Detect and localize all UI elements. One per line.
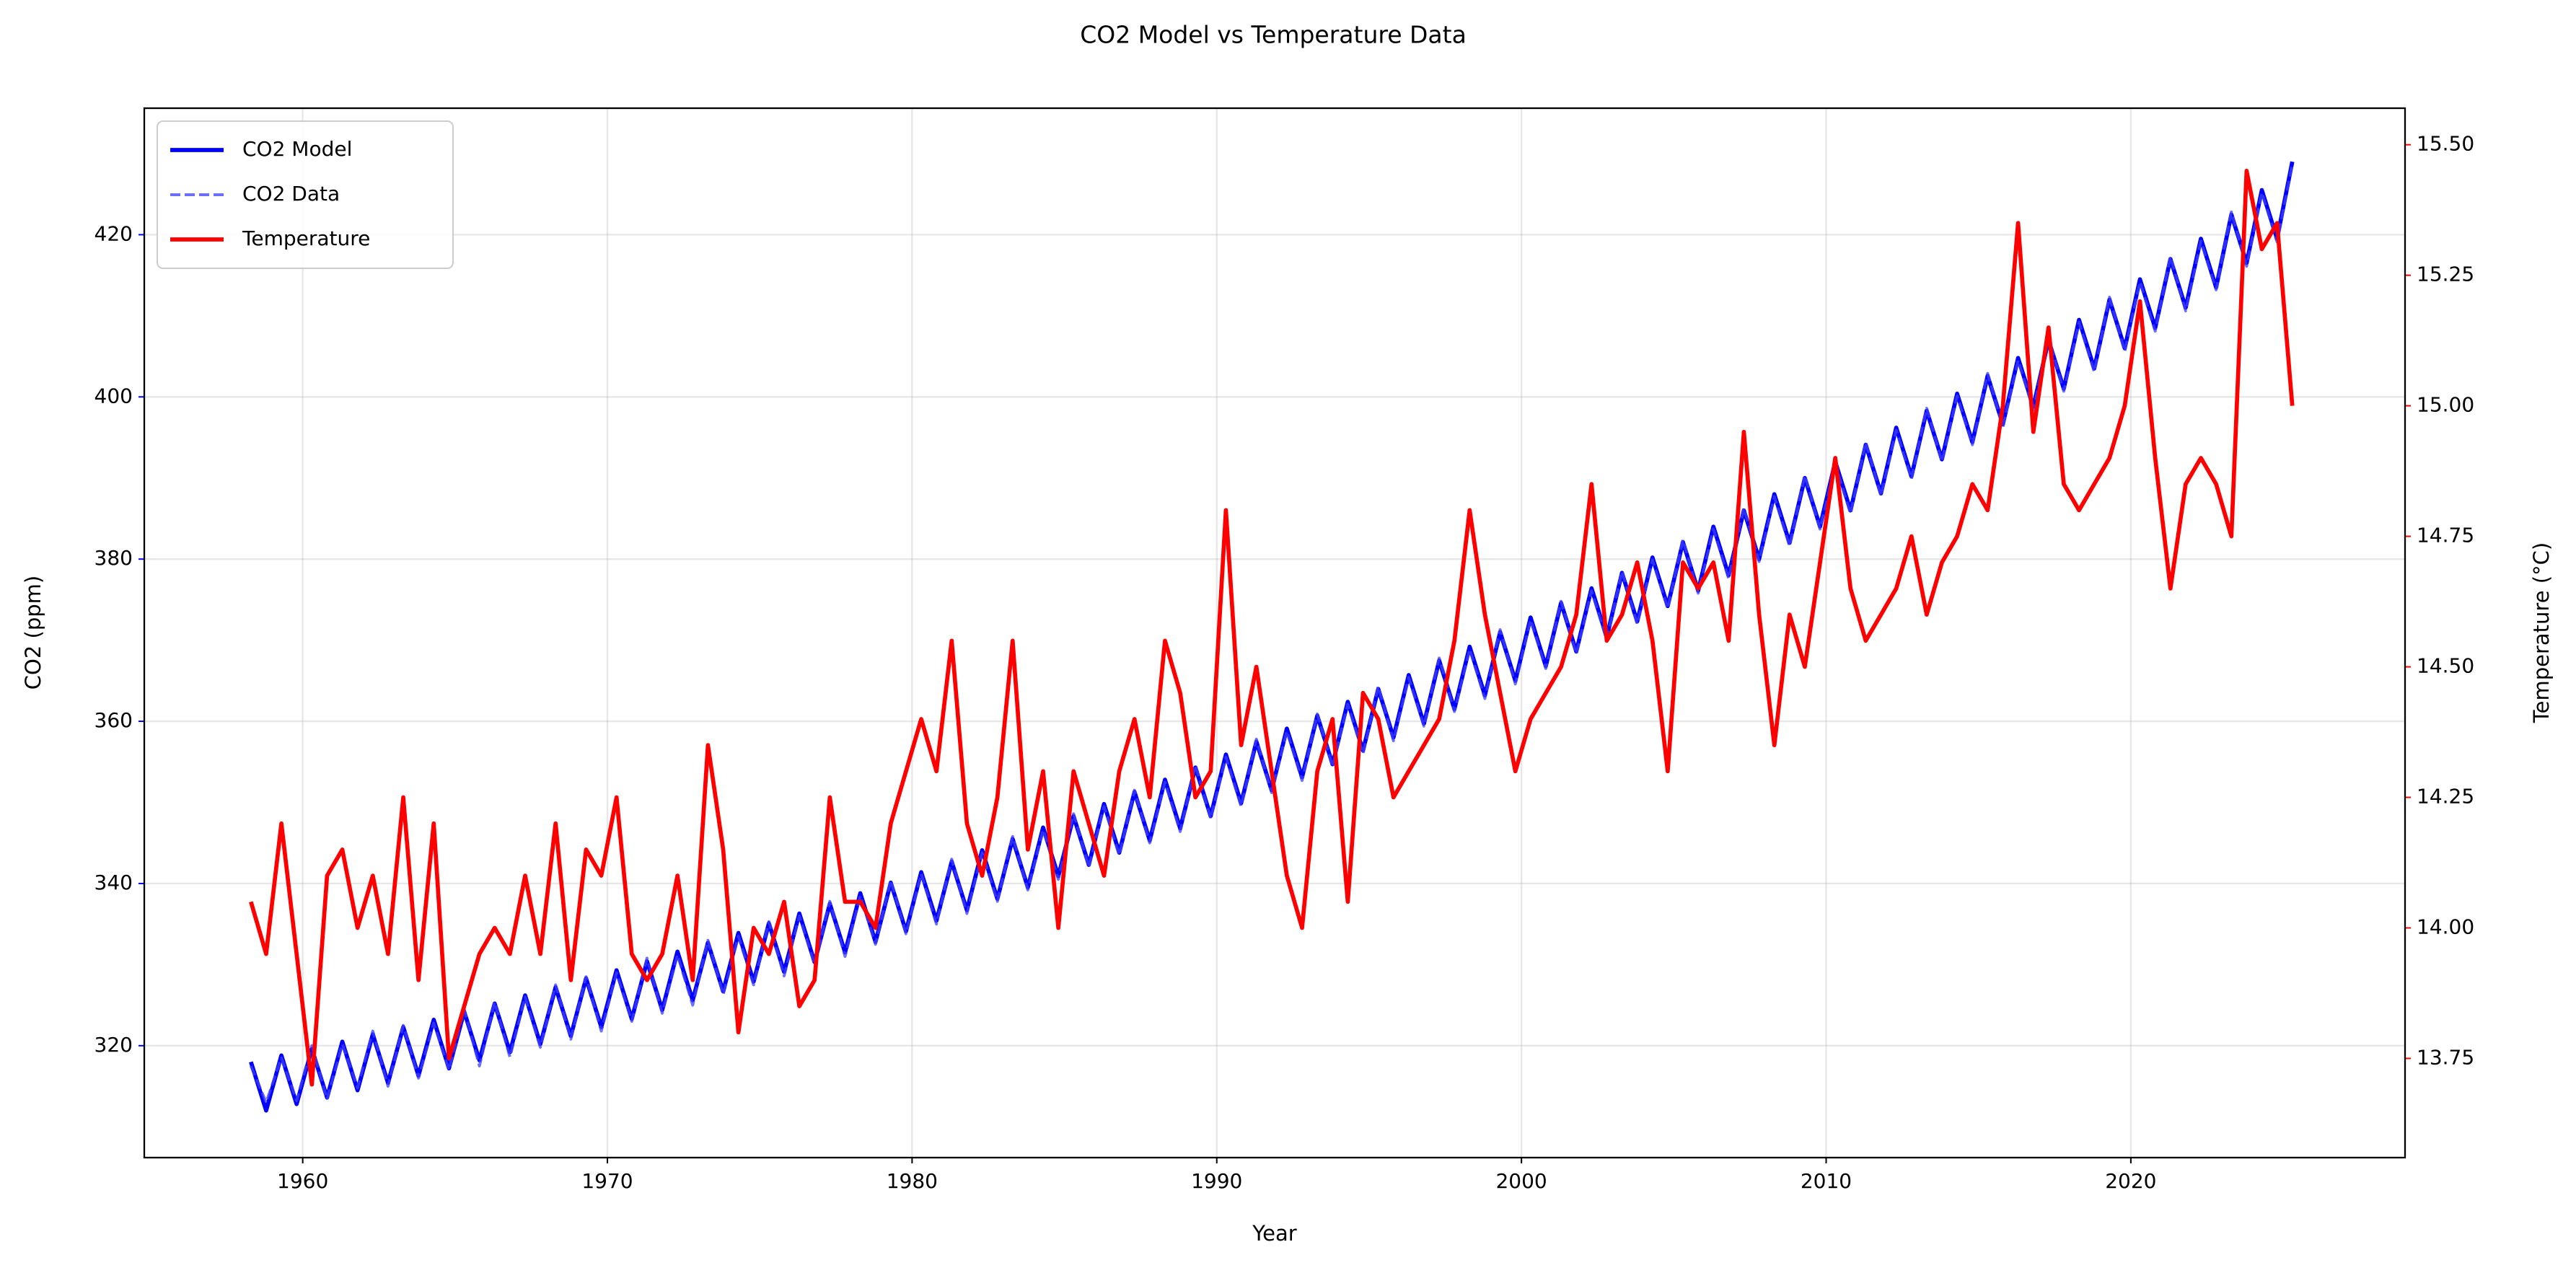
y-tick-label: 400 <box>94 384 133 408</box>
y2-tick-label: 14.50 <box>2417 654 2474 678</box>
x-tick-label: 2010 <box>1801 1169 1852 1193</box>
y-tick-label: 420 <box>94 221 133 245</box>
y2-tick-label: 14.00 <box>2417 915 2474 938</box>
y2-axis-label: Temperature (°C) <box>2529 542 2554 723</box>
series-line <box>249 161 2295 1113</box>
legend-label: Temperature <box>242 226 370 250</box>
x-tick-label: 1980 <box>887 1169 938 1193</box>
y2-tick-label: 14.25 <box>2417 785 2474 809</box>
x-tick-label: 2000 <box>1495 1169 1547 1193</box>
plot-frame <box>143 107 2406 1159</box>
y-tick-label: 360 <box>94 708 133 732</box>
y2-tick-label: 15.25 <box>2417 263 2474 286</box>
x-tick-label: 1960 <box>277 1169 328 1193</box>
y-tick-label: 320 <box>94 1033 133 1057</box>
chart-title: CO2 Model vs Temperature Data <box>1080 21 1467 49</box>
y-tick-label: 340 <box>94 871 133 894</box>
y-axis-label: CO2 (ppm) <box>21 576 45 690</box>
y2-tick-label: 15.00 <box>2417 393 2474 417</box>
legend-label: CO2 Model <box>242 137 352 161</box>
x-tick-label: 1970 <box>581 1169 633 1193</box>
y2-tick-label: 14.75 <box>2417 524 2474 547</box>
x-axis-label: Year <box>1252 1221 1296 1246</box>
series-line <box>249 169 2295 1087</box>
y-tick-label: 380 <box>94 546 133 570</box>
y2-tick-label: 13.75 <box>2417 1045 2474 1069</box>
y2-tick-label: 15.50 <box>2417 132 2474 156</box>
series-line <box>249 164 2294 1104</box>
legend-box <box>157 120 454 269</box>
x-tick-label: 1990 <box>1191 1169 1242 1193</box>
x-tick-label: 2020 <box>2105 1169 2156 1193</box>
legend-label: CO2 Data <box>242 182 340 206</box>
